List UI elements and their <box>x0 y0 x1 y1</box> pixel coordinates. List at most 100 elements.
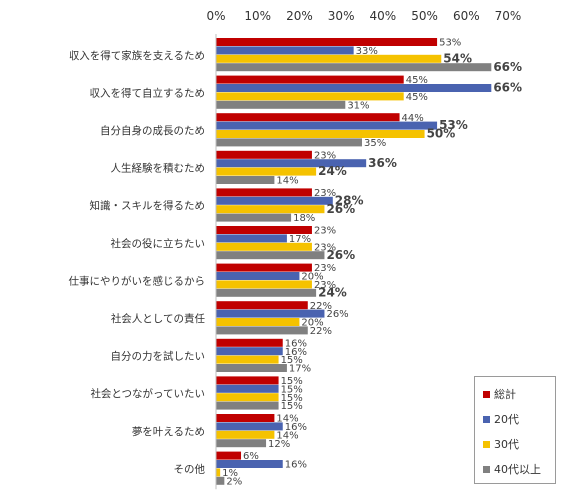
data-label: 14% <box>276 176 298 187</box>
bar <box>216 113 400 122</box>
data-label: 12% <box>268 439 290 450</box>
bar <box>216 100 346 109</box>
data-label: 53% <box>439 118 468 132</box>
bar-series <box>216 38 492 485</box>
legend-item-30s: 30代 <box>483 436 519 452</box>
bar <box>216 326 308 335</box>
bar <box>216 393 279 402</box>
data-label: 24% <box>318 285 347 299</box>
bar <box>216 75 404 84</box>
bar <box>216 422 283 431</box>
legend-label-20s: 20代 <box>494 413 519 426</box>
bar <box>216 376 279 385</box>
bar <box>216 242 312 251</box>
legend: 総計 20代 30代 40代以上 <box>474 376 556 484</box>
bar <box>216 301 308 310</box>
data-label: 15% <box>281 401 303 412</box>
data-label: 23% <box>314 263 336 274</box>
data-label: 16% <box>285 422 307 433</box>
data-label: 45% <box>406 75 428 86</box>
data-label: 26% <box>326 248 355 262</box>
data-label: 35% <box>364 138 386 149</box>
bar <box>216 213 292 222</box>
bar <box>216 196 333 205</box>
data-label: 31% <box>347 100 369 111</box>
category-label: 自分の力を試したい <box>111 350 206 363</box>
bar <box>216 263 312 272</box>
bar <box>216 384 279 393</box>
data-label: 15% <box>281 384 303 395</box>
category-label: 社会とつながっていたい <box>90 387 205 400</box>
data-label: 17% <box>289 234 311 245</box>
x-tick-label: 0% <box>206 9 225 23</box>
data-label: 20% <box>301 318 323 329</box>
data-label: 15% <box>281 393 303 404</box>
legend-swatch-30s <box>483 440 490 448</box>
data-label: 1% <box>222 468 238 479</box>
data-label: 50% <box>427 127 456 141</box>
bar <box>216 84 492 92</box>
data-labels: 53%33% 54%66%45% 66%45%31%44% 53%50%35%23% 3… <box>222 38 522 488</box>
bar <box>216 451 242 460</box>
legend-label-30s: 30代 <box>494 438 519 451</box>
data-label: 23% <box>314 280 336 291</box>
bar <box>216 176 275 184</box>
data-label: 33% <box>356 46 378 57</box>
data-label: 14% <box>276 414 298 425</box>
data-label: 23% <box>314 226 336 237</box>
bar <box>216 439 267 448</box>
bar <box>216 468 221 477</box>
x-tick-label: 60% <box>453 9 480 23</box>
bar <box>216 309 325 318</box>
category-label: 収入を得て自立するため <box>90 86 206 99</box>
bar <box>216 234 287 243</box>
legend-item-40s-plus: 40代以上 <box>483 461 541 477</box>
data-label: 26% <box>326 202 355 216</box>
legend-swatch-total <box>483 390 490 398</box>
legend-swatch-20s <box>483 415 490 423</box>
data-label: 6% <box>243 451 259 462</box>
data-label: 22% <box>310 326 332 337</box>
data-label: 23% <box>314 242 336 253</box>
data-label: 36% <box>368 156 397 170</box>
category-labels: 収入を得て家族を支えるため収入を得て自立するため自分自身の成長のため人生経験を積… <box>69 49 206 476</box>
data-label: 54% <box>443 51 472 65</box>
bar <box>216 92 404 101</box>
legend-item-total: 総計 <box>483 386 516 402</box>
x-tick-label: 30% <box>328 9 355 23</box>
x-tick-label: 20% <box>286 9 313 23</box>
bar <box>216 401 279 410</box>
bar <box>216 318 300 326</box>
bar <box>216 355 279 364</box>
bar <box>216 130 425 138</box>
data-label: 16% <box>285 460 307 471</box>
bar <box>216 251 325 260</box>
category-label: 自分自身の成長のため <box>100 124 205 137</box>
bar <box>216 188 312 197</box>
bar <box>216 364 287 372</box>
bar <box>216 121 438 130</box>
data-label: 23% <box>314 188 336 199</box>
bar <box>216 226 312 234</box>
data-label: 14% <box>276 430 298 441</box>
bar <box>216 63 492 72</box>
x-tick-label: 10% <box>244 9 271 23</box>
x-axis-ticks: 0% 10% 20% 30% 40% 50% 60% 70% <box>206 9 521 23</box>
bar <box>216 430 275 439</box>
category-label: 社会人としての責任 <box>111 312 206 325</box>
bar <box>216 159 367 168</box>
category-label: 人生経験を積むため <box>111 162 206 175</box>
legend-item-20s: 20代 <box>483 411 519 427</box>
data-label: 66% <box>493 81 522 95</box>
x-tick-label: 40% <box>370 9 397 23</box>
category-label: 夢を叶えるため <box>132 425 205 438</box>
legend-label-total: 総計 <box>494 388 516 401</box>
category-label: 知識・スキルを得るため <box>90 199 206 212</box>
bar <box>216 347 283 356</box>
bar <box>216 460 283 468</box>
x-tick-label: 50% <box>411 9 438 23</box>
category-label: 収入を得て家族を支えるため <box>69 49 205 62</box>
bar <box>216 280 312 289</box>
data-label: 17% <box>289 364 311 375</box>
